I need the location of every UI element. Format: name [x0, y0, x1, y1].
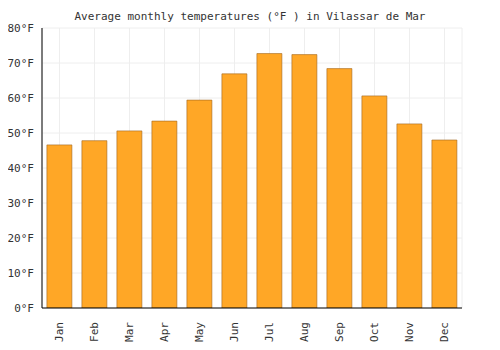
svg-text:0°F: 0°F [14, 302, 34, 315]
svg-text:60°F: 60°F [8, 92, 34, 105]
svg-text:20°F: 20°F [8, 232, 34, 245]
svg-text:Feb: Feb [88, 322, 101, 342]
svg-text:40°F: 40°F [8, 162, 34, 175]
svg-text:30°F: 30°F [8, 197, 34, 210]
svg-text:Mar: Mar [123, 322, 136, 342]
svg-text:Jul: Jul [263, 322, 276, 342]
svg-text:May: May [193, 322, 206, 342]
svg-text:Dec: Dec [438, 322, 451, 342]
svg-text:50°F: 50°F [8, 127, 34, 140]
svg-text:Jan: Jan [53, 322, 66, 342]
svg-text:Apr: Apr [158, 322, 171, 342]
svg-text:Sep: Sep [333, 322, 346, 342]
svg-text:70°F: 70°F [8, 57, 34, 70]
svg-text:Jun: Jun [228, 322, 241, 342]
svg-text:Nov: Nov [403, 322, 416, 342]
svg-text:Aug: Aug [298, 322, 311, 342]
html-text:Average monthly temperatures (: Average monthly temperatures (°F ) in Vi… [74, 10, 426, 23]
svg-text:Oct: Oct [368, 322, 381, 342]
svg-text:10°F: 10°F [8, 267, 34, 280]
svg-text:80°F: 80°F [8, 22, 34, 35]
